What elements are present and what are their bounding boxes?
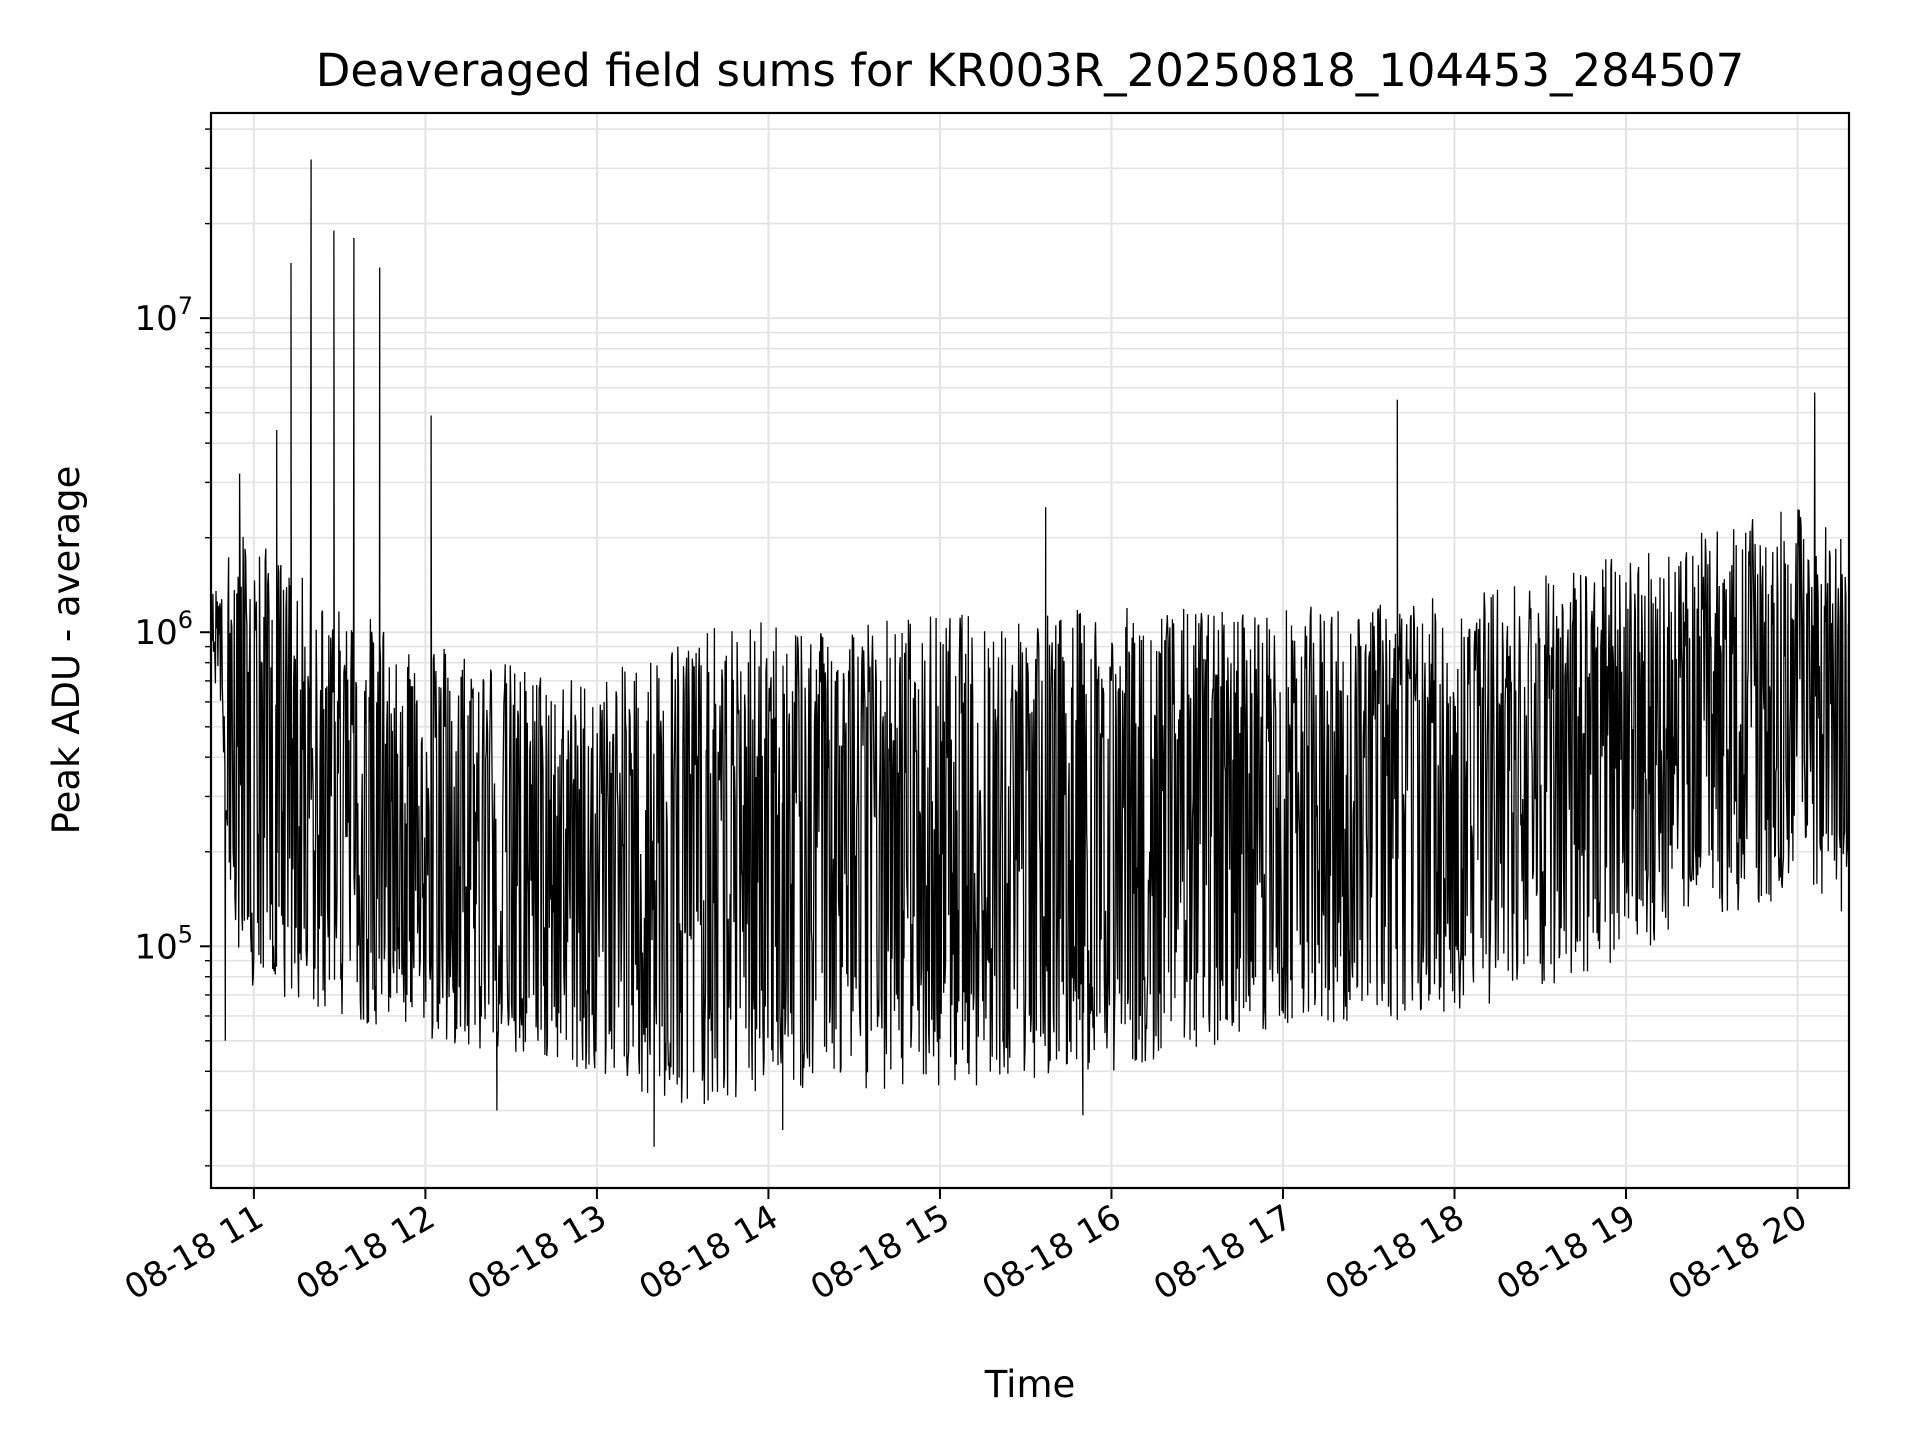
x-axis-label: Time	[984, 1363, 1076, 1406]
plot-frame	[209, 111, 1851, 1190]
series-layer	[211, 159, 1849, 1147]
y-tick-label: 107	[134, 292, 193, 339]
series-line	[211, 159, 1849, 1147]
y-tick-label: 105	[134, 920, 193, 967]
y-axis: 105 106 107	[134, 128, 211, 1167]
y-axis-label: Peak ADU - average	[45, 466, 88, 835]
chart-title: Deaveraged field sums for KR003R_2025081…	[316, 44, 1745, 97]
y-tick-label: 106	[134, 606, 193, 653]
